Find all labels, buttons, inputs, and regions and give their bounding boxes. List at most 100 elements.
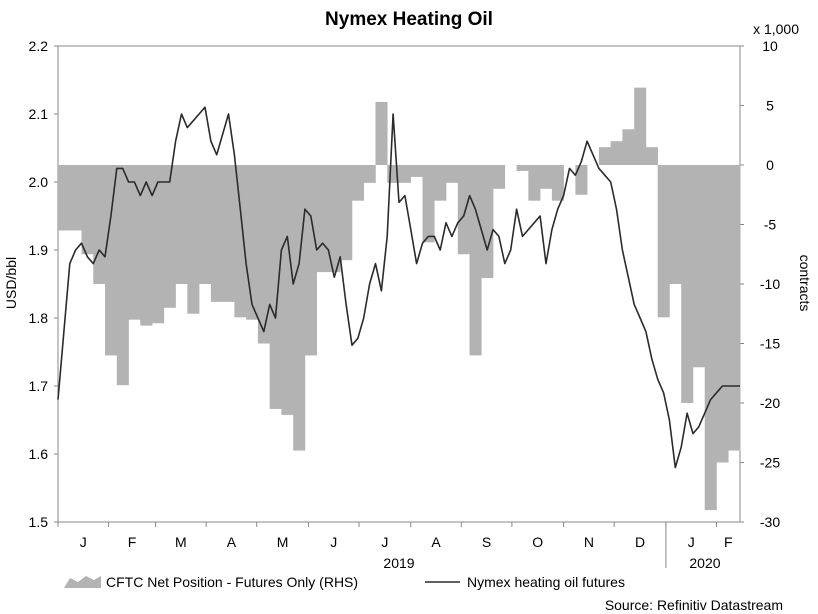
left-tick-label: 2.0: [29, 174, 49, 190]
source-note: Source: Refinitiv Datastream: [605, 597, 783, 613]
area-bar: [446, 165, 459, 183]
area-bar: [269, 165, 282, 409]
right-tick-label: 0: [766, 157, 774, 173]
area-bar: [187, 165, 200, 314]
legend: CFTC Net Position - Futures Only (RHS) N…: [64, 574, 625, 590]
area-bar: [163, 165, 176, 308]
right-tick-label: -30: [760, 514, 780, 530]
x-month-label: J: [381, 534, 388, 550]
area-bar: [58, 165, 71, 231]
area-bar: [210, 165, 223, 302]
area-bar: [399, 165, 412, 183]
right-axis-multiplier: x 1,000: [753, 21, 799, 37]
x-month-label: J: [330, 534, 337, 550]
right-tick-label: 10: [762, 38, 778, 54]
area-bar: [716, 165, 729, 463]
area-bar: [493, 165, 506, 189]
x-month-label: S: [482, 534, 491, 550]
area-bar: [234, 165, 247, 318]
x-month-label: J: [80, 534, 87, 550]
x-month-label: D: [635, 534, 645, 550]
area-bar: [304, 165, 317, 356]
legend-area-label: CFTC Net Position - Futures Only (RHS): [106, 574, 358, 590]
area-bar: [575, 165, 588, 195]
area-bar: [740, 165, 741, 451]
left-tick-label: 1.5: [29, 514, 49, 530]
left-tick-label: 1.7: [29, 378, 49, 394]
area-bar: [363, 165, 376, 183]
area-bar: [128, 165, 141, 320]
area-bar: [340, 165, 353, 261]
area-bar: [316, 165, 329, 273]
area-bar: [669, 165, 682, 284]
right-tick-label: -15: [760, 336, 780, 352]
area-bar: [410, 165, 423, 177]
area-bar: [422, 165, 435, 243]
area-bar: [434, 165, 447, 201]
area-bar: [175, 165, 188, 284]
x-month-label: F: [724, 534, 733, 550]
x-month-label: M: [175, 534, 187, 550]
area-bar: [93, 165, 106, 284]
area-bar: [516, 165, 529, 171]
chart-title: Nymex Heating Oil: [325, 9, 493, 30]
area-bar: [540, 165, 553, 189]
area-bar: [351, 165, 365, 201]
area-bar: [622, 129, 635, 165]
heating-oil-line: [57, 106, 740, 469]
x-month-label: J: [688, 534, 695, 550]
area-bar: [257, 165, 270, 344]
right-tick-label: 5: [766, 98, 774, 114]
area-bar: [116, 165, 129, 386]
left-tick-label: 1.6: [29, 446, 49, 462]
x-month-label: F: [128, 534, 137, 550]
area-bar: [457, 165, 470, 255]
left-tick-label: 2.1: [29, 106, 49, 122]
area-bar: [293, 165, 306, 451]
area-bar: [69, 165, 82, 231]
area-bar: [105, 165, 118, 356]
area-bar: [281, 165, 294, 415]
area-bar: [692, 165, 706, 368]
area-bar: [328, 165, 341, 273]
x-year-label: 2020: [689, 555, 720, 571]
area-bar: [375, 101, 388, 165]
area-bar: [469, 165, 482, 356]
area-bar: [551, 165, 564, 201]
area-bar: [610, 141, 623, 165]
x-month-label: N: [584, 534, 594, 550]
area-bar: [152, 165, 165, 324]
right-tick-label: -5: [764, 217, 777, 233]
area-bar: [681, 165, 694, 403]
left-axis-label: USD/bbl: [3, 257, 19, 309]
left-tick-label: 1.8: [29, 310, 49, 326]
legend-line-label: Nymex heating oil futures: [467, 574, 625, 590]
right-axis-label: contracts: [797, 255, 813, 312]
x-month-label: A: [227, 534, 237, 550]
x-month-label: M: [277, 534, 289, 550]
right-tick-label: -10: [760, 276, 780, 292]
area-bar: [246, 165, 259, 320]
area-bar: [81, 165, 94, 255]
area-bar: [140, 165, 153, 326]
right-tick-label: -20: [760, 395, 780, 411]
area-bar: [199, 165, 212, 284]
area-bar: [634, 87, 647, 165]
plot-area: 1.5 1.6 1.7 1.8 1.9 2.0 2.1 2.2 -30 -25 -20 -15 -10 -…: [29, 38, 781, 571]
area-bar: [528, 165, 541, 201]
x-month-label: A: [431, 534, 441, 550]
area-bar: [704, 165, 717, 511]
area-bar: [481, 165, 494, 279]
left-tick-label: 1.9: [29, 242, 49, 258]
x-year-label: 2019: [383, 555, 414, 571]
area-bar: [645, 147, 658, 165]
x-month-label: O: [532, 534, 543, 550]
legend-area-swatch: [64, 576, 101, 588]
left-tick-label: 2.2: [29, 38, 49, 54]
right-tick-label: -25: [760, 455, 780, 471]
area-bar: [728, 165, 741, 451]
area-bar: [598, 147, 611, 165]
area-bar: [222, 165, 235, 302]
area-bar: [657, 165, 670, 318]
